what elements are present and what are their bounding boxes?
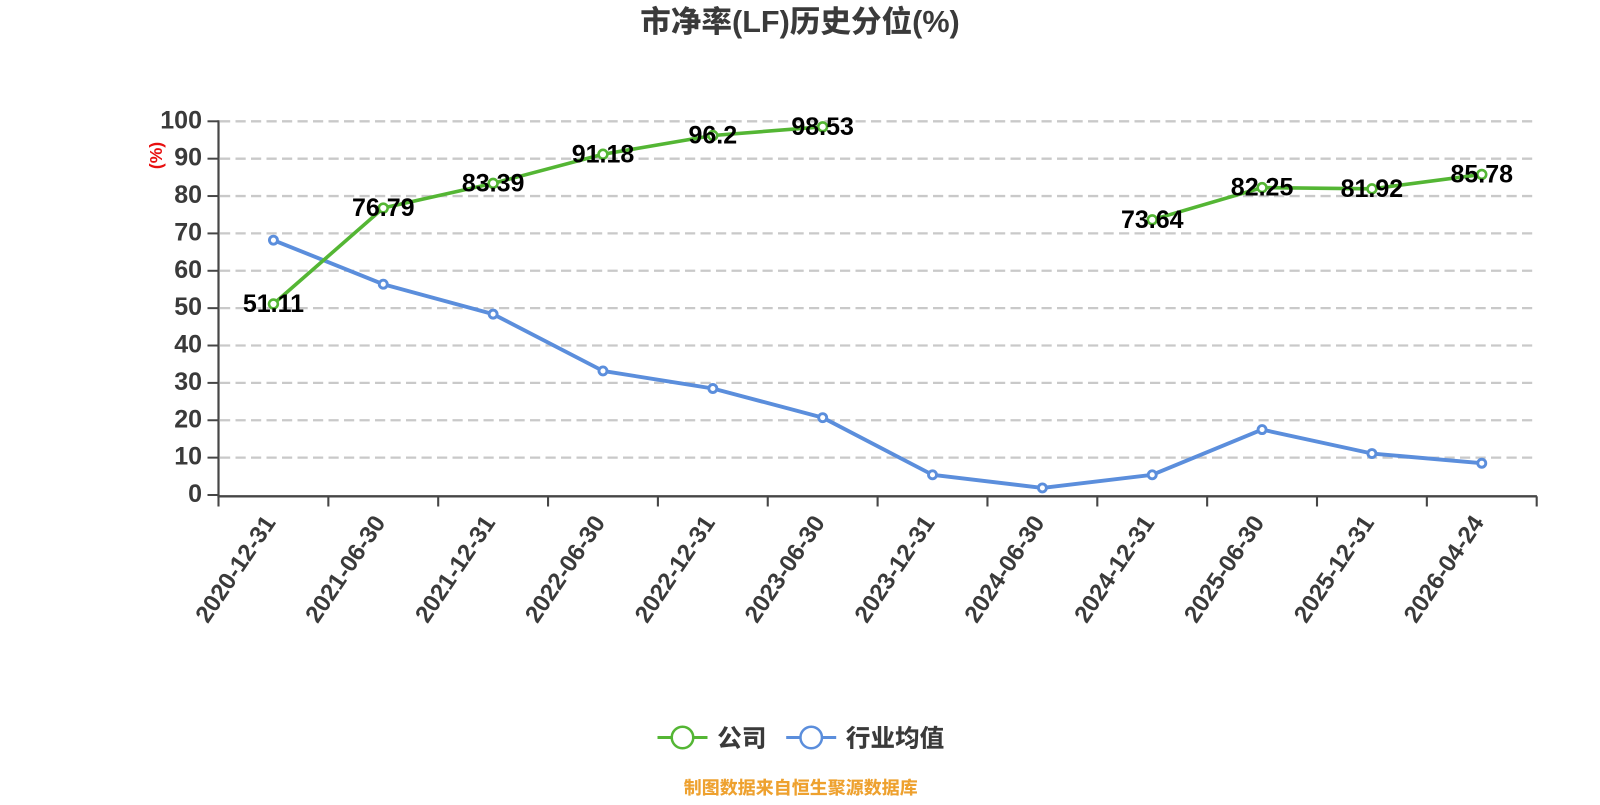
svg-text:85.78: 85.78 [1450, 160, 1513, 188]
svg-text:90: 90 [174, 144, 202, 172]
svg-text:76.79: 76.79 [352, 194, 415, 222]
svg-text:60: 60 [174, 256, 202, 284]
svg-text:100: 100 [160, 106, 202, 134]
svg-text:80: 80 [174, 181, 202, 209]
svg-text:70: 70 [174, 218, 202, 246]
svg-text:81.92: 81.92 [1341, 175, 1404, 203]
svg-text:10: 10 [174, 443, 202, 471]
svg-text:40: 40 [174, 331, 202, 359]
svg-text:91.18: 91.18 [572, 140, 635, 168]
svg-text:30: 30 [174, 368, 202, 396]
svg-text:(%): (%) [912, 5, 960, 39]
svg-text:50: 50 [174, 293, 202, 321]
svg-text:(LF): (LF) [732, 5, 790, 39]
svg-text:73.64: 73.64 [1121, 206, 1184, 234]
svg-text:82.25: 82.25 [1231, 174, 1294, 202]
svg-text:96.2: 96.2 [688, 122, 737, 150]
svg-text:83.39: 83.39 [462, 169, 525, 197]
svg-text:20: 20 [174, 405, 202, 433]
svg-text:98.53: 98.53 [791, 113, 854, 141]
svg-text:0: 0 [188, 480, 202, 508]
svg-text:51.11: 51.11 [243, 290, 304, 318]
svg-text:(%): (%) [146, 142, 166, 169]
